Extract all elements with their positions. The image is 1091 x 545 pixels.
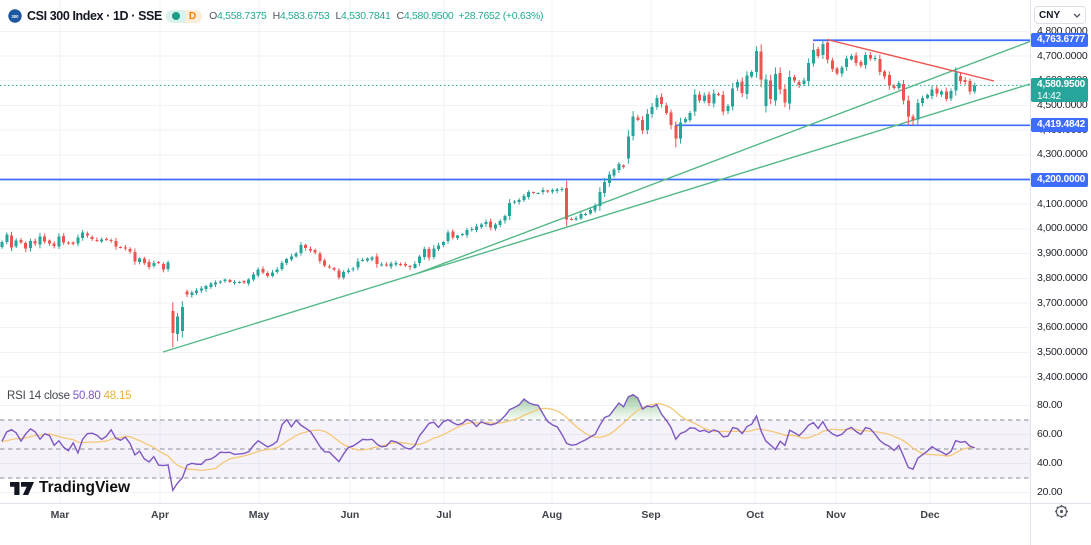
svg-text:300: 300 — [12, 14, 20, 19]
